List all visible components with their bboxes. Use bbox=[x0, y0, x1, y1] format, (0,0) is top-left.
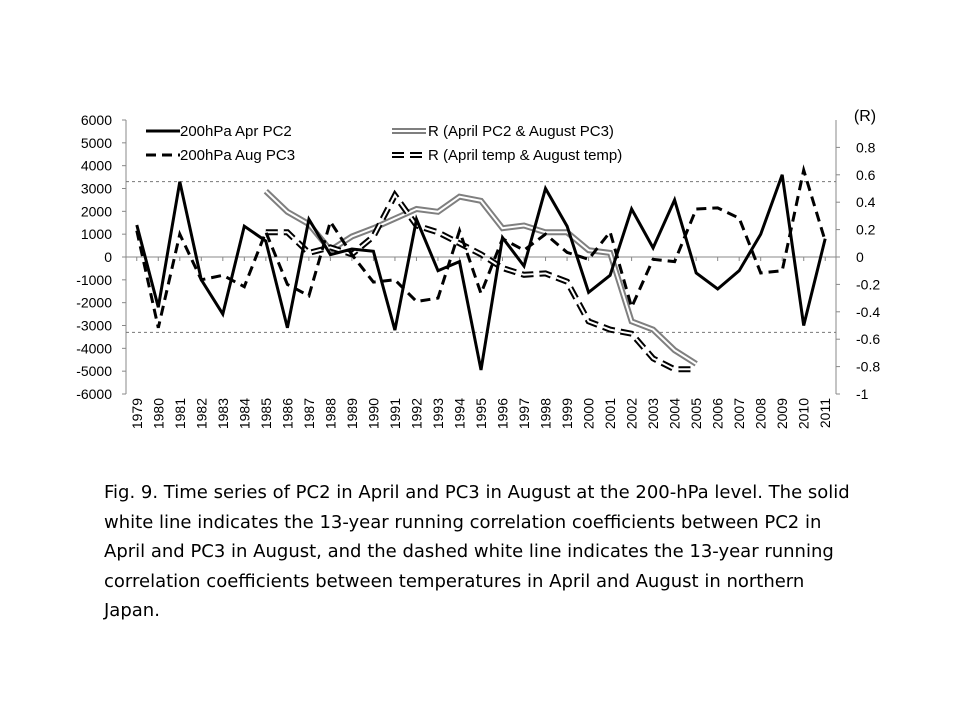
x-tick-label: 1984 bbox=[236, 398, 252, 429]
series-1 bbox=[135, 164, 827, 329]
left-tick-label: 4000 bbox=[81, 158, 112, 174]
series-line-r-temp-inner bbox=[265, 193, 697, 371]
left-tick-label: -6000 bbox=[76, 386, 112, 402]
series-line-r-temp bbox=[265, 189, 697, 373]
series-line-r-pc-inner bbox=[265, 190, 697, 365]
time-series-chart: 6000 5000 4000 3000 2000 1000 0 -1000 -2000 -3000… bbox=[76, 108, 880, 429]
x-tick-label: 1981 bbox=[172, 398, 188, 429]
right-tick-label: 0.2 bbox=[856, 222, 876, 238]
left-tick-label: 0 bbox=[104, 249, 112, 265]
x-tick-label: 1985 bbox=[258, 398, 274, 429]
x-tick-label: 1996 bbox=[495, 398, 511, 429]
left-tick-label: -2000 bbox=[76, 295, 112, 311]
x-tick-label: 2009 bbox=[774, 398, 790, 429]
left-axis-ticks: 6000 5000 4000 3000 2000 1000 0 -1000 -2000 -3000… bbox=[76, 112, 126, 402]
x-tick-label: 2010 bbox=[796, 398, 812, 429]
right-tick-label: 0.6 bbox=[856, 167, 876, 183]
legend-label: R (April temp & August temp) bbox=[428, 147, 622, 164]
right-tick-label: -0.4 bbox=[856, 304, 880, 320]
x-tick-label: 1992 bbox=[408, 398, 424, 429]
legend-label: 200hPa Apr PC2 bbox=[180, 123, 292, 140]
x-tick-label: 1993 bbox=[430, 398, 446, 429]
x-tick-label: 2006 bbox=[710, 398, 726, 429]
left-tick-label: -5000 bbox=[76, 363, 112, 379]
x-tick-label: 2002 bbox=[624, 398, 640, 429]
left-tick-label: 1000 bbox=[81, 226, 112, 242]
x-tick-label: 1987 bbox=[301, 398, 317, 429]
x-tick-label: 2000 bbox=[581, 398, 597, 429]
series-3 bbox=[265, 189, 697, 373]
left-tick-label: 3000 bbox=[81, 181, 112, 197]
left-tick-label: 5000 bbox=[81, 135, 112, 151]
x-tick-label: 2004 bbox=[667, 398, 683, 429]
right-axis-label: (R) bbox=[854, 108, 876, 125]
left-tick-label: 6000 bbox=[81, 112, 112, 128]
x-tick-label: 1986 bbox=[279, 398, 295, 429]
x-tick-label: 1994 bbox=[451, 398, 467, 429]
x-tick-label: 1982 bbox=[193, 398, 209, 429]
x-tick-label: 2007 bbox=[731, 398, 747, 429]
left-tick-label: 2000 bbox=[81, 203, 112, 219]
x-tick-label: 2005 bbox=[688, 398, 704, 429]
x-tick-label: 1991 bbox=[387, 398, 403, 429]
x-tick-label: 1995 bbox=[473, 398, 489, 429]
right-axis-ticks: 0.8 0.6 0.4 0.2 0 -0.2 -0.4 -0.6 -0.8 -1 bbox=[836, 139, 880, 402]
right-tick-label: 0.8 bbox=[856, 139, 876, 155]
significance-lines bbox=[126, 181, 836, 333]
x-tick-label: 2008 bbox=[753, 398, 769, 429]
series-line-r-pc bbox=[263, 189, 698, 367]
x-tick-label: 2001 bbox=[602, 398, 618, 429]
right-tick-label: -0.8 bbox=[856, 359, 880, 375]
x-tick-label: 1979 bbox=[129, 398, 145, 429]
x-tick-label: 1989 bbox=[344, 398, 360, 429]
x-tick-label: 1990 bbox=[365, 398, 381, 429]
series-2 bbox=[263, 189, 698, 367]
right-tick-label: -1 bbox=[856, 386, 869, 402]
right-tick-label: -0.6 bbox=[856, 331, 880, 347]
right-tick-label: 0.4 bbox=[856, 194, 876, 210]
legend: 200hPa Apr PC2 200hPa Aug PC3 R (April PC2… bbox=[146, 123, 622, 164]
right-tick-label: 0 bbox=[856, 249, 864, 265]
x-tick-label: 1998 bbox=[538, 398, 554, 429]
series-lines bbox=[135, 164, 827, 373]
x-tick-label: 1980 bbox=[150, 398, 166, 429]
left-tick-label: -3000 bbox=[76, 318, 112, 334]
x-tick-label: 2011 bbox=[817, 398, 833, 428]
x-tick-label: 2003 bbox=[645, 398, 661, 429]
left-tick-label: -4000 bbox=[76, 340, 112, 356]
figure-caption: Fig. 9. Time series of PC2 in April and … bbox=[104, 482, 850, 622]
x-tick-label: 1997 bbox=[516, 398, 532, 429]
x-axis-ticks: 1979 1980 1981 1982 1983 1984 1985 1986 1987 1988… bbox=[129, 257, 833, 429]
legend-label: 200hPa Aug PC3 bbox=[180, 147, 295, 164]
right-tick-label: -0.2 bbox=[856, 276, 880, 292]
left-tick-label: -1000 bbox=[76, 272, 112, 288]
series-line-pc2 bbox=[135, 174, 827, 371]
legend-label: R (April PC2 & August PC3) bbox=[428, 123, 614, 140]
x-tick-label: 1988 bbox=[322, 398, 338, 429]
series-0 bbox=[135, 174, 827, 371]
series-line-pc3 bbox=[135, 164, 827, 329]
x-tick-label: 1999 bbox=[559, 398, 575, 429]
x-tick-label: 1983 bbox=[215, 398, 231, 429]
